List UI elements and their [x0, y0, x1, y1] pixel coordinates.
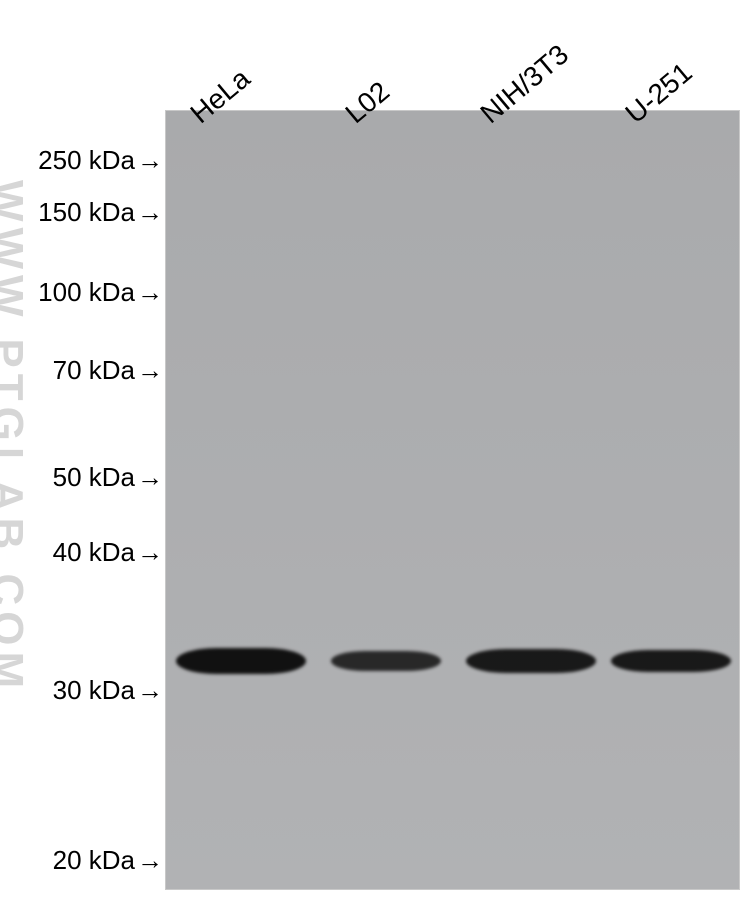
arrow-icon: → — [137, 675, 163, 706]
band-4 — [611, 650, 731, 672]
mw-marker-100: 100 kDa→ — [38, 277, 163, 308]
mw-label-text: 20 kDa — [53, 845, 135, 875]
watermark-text: WWW.PTGLAB.COM — [0, 180, 32, 694]
blot-membrane — [165, 110, 740, 890]
band-2 — [331, 651, 441, 671]
mw-label-text: 70 kDa — [53, 355, 135, 385]
band-1 — [176, 648, 306, 674]
mw-label-text: 50 kDa — [53, 462, 135, 492]
mw-marker-40: 40 kDa→ — [53, 537, 163, 568]
mw-label-text: 40 kDa — [53, 537, 135, 567]
mw-marker-20: 20 kDa→ — [53, 845, 163, 876]
mw-marker-30: 30 kDa→ — [53, 675, 163, 706]
arrow-icon: → — [137, 355, 163, 386]
figure-root: WWW.PTGLAB.COM HeLa L02 NIH/3T3 U-251 25… — [0, 0, 750, 903]
mw-marker-50: 50 kDa→ — [53, 462, 163, 493]
mw-label-text: 30 kDa — [53, 675, 135, 705]
mw-marker-250: 250 kDa→ — [38, 145, 163, 176]
mw-marker-150: 150 kDa→ — [38, 197, 163, 228]
arrow-icon: → — [137, 537, 163, 568]
mw-marker-70: 70 kDa→ — [53, 355, 163, 386]
arrow-icon: → — [137, 197, 163, 228]
arrow-icon: → — [137, 145, 163, 176]
mw-label-text: 100 kDa — [38, 277, 135, 307]
mw-label-text: 250 kDa — [38, 145, 135, 175]
arrow-icon: → — [137, 462, 163, 493]
mw-label-text: 150 kDa — [38, 197, 135, 227]
arrow-icon: → — [137, 277, 163, 308]
blot-background — [166, 111, 739, 889]
arrow-icon: → — [137, 845, 163, 876]
band-3 — [466, 649, 596, 673]
